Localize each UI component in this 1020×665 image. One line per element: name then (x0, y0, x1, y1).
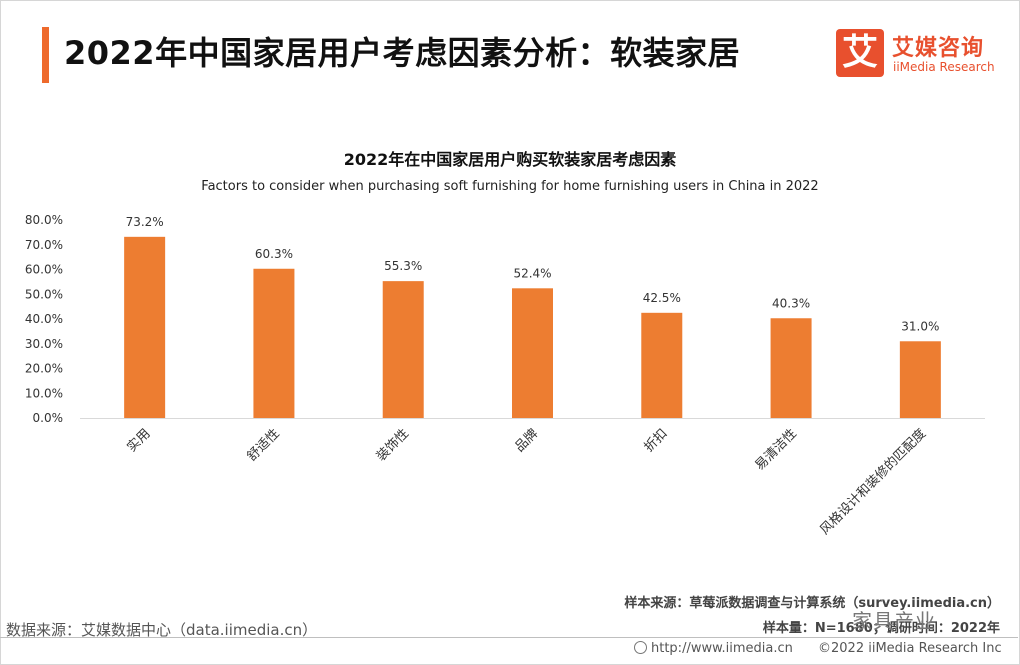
brand-logo: 艾 艾媒咨询 iiMedia Research (836, 29, 1006, 79)
footer-url[interactable]: http://www.iimedia.cn (634, 641, 793, 656)
category-label: 实用 (124, 426, 153, 455)
category-label: 折扣 (642, 426, 671, 455)
data-label: 40.3% (772, 296, 810, 310)
data-label: 60.3% (255, 247, 293, 261)
y-tick-label: 40.0% (25, 312, 63, 326)
y-tick-label: 50.0% (25, 287, 63, 301)
y-tick-label: 70.0% (25, 238, 63, 252)
category-label: 风格设计和装修的匹配度 (817, 426, 929, 538)
sample-size-note: 样本量：N=1680；调研时间：2022年 (762, 621, 1000, 636)
footer-url-text: http://www.iimedia.cn (651, 641, 793, 656)
sample-source-note: 样本来源：草莓派数据调查与计算系统（survey.iimedia.cn） (624, 596, 1000, 611)
bar (512, 288, 553, 418)
logo-chinese-name: 艾媒咨询 (892, 36, 985, 61)
bar (124, 236, 166, 418)
bar (382, 281, 424, 418)
y-tick-label: 10.0% (25, 386, 63, 400)
bar (899, 341, 941, 418)
logo-english-name: iiMedia Research (893, 60, 995, 74)
data-source: 数据来源：艾媒数据中心（data.iimedia.cn） (6, 621, 318, 639)
page-title: 2022年中国家居用户考虑因素分析：软装家居 (64, 34, 741, 72)
footer-copyright: ©2022 iiMedia Research Inc (818, 641, 1002, 656)
bar (641, 312, 683, 418)
bar (770, 318, 812, 418)
logo-mark-icon: 艾 (836, 29, 884, 77)
bar-chart: 0.0% 10.0% 20.0% 30.0% 40.0% 50.0% 60.0% 70.0% 8… (25, 213, 985, 538)
footer-divider (0, 637, 1018, 638)
data-label: 55.3% (384, 259, 422, 273)
watermark-text: 家具产业 (852, 609, 936, 633)
data-label: 73.2% (126, 215, 164, 229)
data-label: 31.0% (901, 319, 939, 333)
data-label: 42.5% (643, 291, 681, 305)
y-tick-label: 20.0% (25, 362, 63, 376)
y-tick-label: 0.0% (33, 411, 64, 425)
category-label: 易清洁性 (753, 426, 800, 473)
chart-subtitle: Factors to consider when purchasing soft… (201, 179, 819, 194)
y-tick-label: 60.0% (25, 263, 63, 277)
bar (253, 268, 295, 418)
y-tick-label: 80.0% (25, 213, 63, 227)
title-accent-bar (42, 27, 49, 83)
category-label: 装饰性 (374, 426, 412, 464)
y-tick-label: 30.0% (25, 337, 63, 351)
globe-icon (634, 641, 647, 654)
data-label: 52.4% (513, 266, 551, 280)
category-label: 舒适性 (245, 426, 283, 464)
chart-title: 2022年在中国家居用户购买软装家居考虑因素 (343, 150, 677, 169)
category-label: 品牌 (512, 426, 542, 456)
